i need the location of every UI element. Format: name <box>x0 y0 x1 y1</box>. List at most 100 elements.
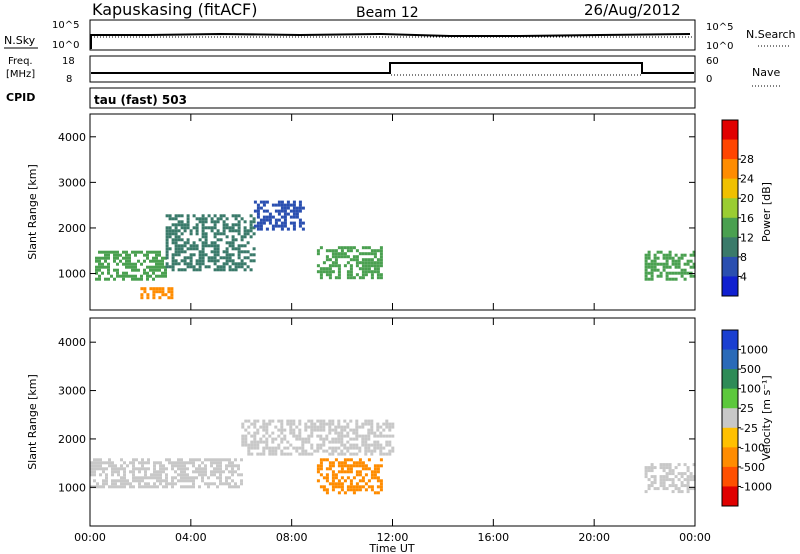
velocity-cell <box>367 443 371 447</box>
power-cell <box>183 226 187 230</box>
velocity-cell <box>262 452 266 456</box>
velocity-cell <box>183 464 186 468</box>
velocity-cell <box>219 473 222 477</box>
velocity-cell <box>346 458 350 462</box>
power-cell <box>177 220 181 224</box>
power-cell <box>259 221 263 225</box>
velocity-cell <box>683 484 687 488</box>
velocity-cell <box>367 431 371 435</box>
power-cell <box>316 264 320 268</box>
velocity-cell <box>120 476 123 480</box>
velocity-cell <box>280 437 284 441</box>
velocity-cell <box>244 437 248 441</box>
velocity-cell <box>186 467 189 471</box>
power-cell <box>249 253 253 257</box>
velocity-cell <box>331 419 335 423</box>
velocity-cell <box>262 422 266 426</box>
velocity-cell <box>325 479 329 483</box>
power-cell <box>195 226 199 230</box>
power-cell <box>192 244 196 248</box>
velocity-cell <box>234 485 237 489</box>
velocity-cell <box>286 452 290 456</box>
velocity-cell <box>234 482 237 486</box>
power-cell <box>280 200 284 204</box>
velocity-cell <box>132 485 135 489</box>
power-cell <box>662 262 666 266</box>
velocity-cell <box>301 452 305 456</box>
power-cell <box>361 261 365 265</box>
velocity-cell <box>662 475 666 479</box>
power-cell <box>158 268 161 272</box>
power-cell <box>662 268 666 272</box>
velocity-cell <box>219 476 222 480</box>
power-cell <box>207 256 211 260</box>
velocity-cell <box>379 425 383 429</box>
velocity-cell <box>328 422 332 426</box>
power-cell <box>680 274 684 278</box>
power-cell <box>292 200 296 204</box>
velocity-cell <box>259 440 263 444</box>
power-cell <box>222 262 226 266</box>
freq-tick-18: 18 <box>62 56 75 67</box>
power-cell <box>373 261 377 265</box>
velocity-cell <box>262 419 266 423</box>
velocity-cell <box>165 485 168 489</box>
velocity-colorbar-label: Velocity [m s⁻¹] <box>760 375 773 460</box>
velocity-cell <box>373 431 377 435</box>
power-cell <box>95 256 98 260</box>
velocity-cell <box>132 464 135 468</box>
power-cell <box>340 246 344 250</box>
velocity-cell <box>234 470 237 474</box>
velocity-colorbar-cell <box>722 486 738 507</box>
power-cell <box>301 227 305 231</box>
velocity-cell <box>322 422 326 426</box>
velocity-cell <box>253 419 257 423</box>
power-cell <box>231 253 235 257</box>
velocity-cell <box>102 467 105 471</box>
velocity-cell <box>355 425 359 429</box>
velocity-cell <box>250 452 254 456</box>
velocity-cell <box>376 467 380 471</box>
velocity-cell <box>322 485 326 489</box>
velocity-colorbar-tick-label: 1000 <box>740 344 768 357</box>
velocity-cell <box>286 422 290 426</box>
power-cell <box>165 265 169 269</box>
power-cell <box>225 256 229 260</box>
power-cell <box>174 226 178 230</box>
power-cell <box>228 256 232 260</box>
power-cell <box>204 220 208 224</box>
power-cell <box>373 252 377 256</box>
power-cell <box>292 209 296 213</box>
velocity-cell <box>93 464 96 468</box>
velocity-cell <box>102 461 105 465</box>
power-cell <box>665 265 669 269</box>
velocity-cell <box>256 440 260 444</box>
velocity-cell <box>343 452 347 456</box>
velocity-cell <box>153 467 156 471</box>
power-cell <box>265 209 269 213</box>
velocity-cell <box>132 476 135 480</box>
velocity-cell <box>328 425 332 429</box>
power-cell <box>104 250 107 254</box>
velocity-cell <box>322 419 326 423</box>
velocity-cell <box>192 482 195 486</box>
velocity-colorbar-frame <box>721 329 739 507</box>
power-cell <box>213 256 217 260</box>
power-cell <box>262 203 266 207</box>
velocity-cell <box>310 422 314 426</box>
power-cell <box>165 241 169 245</box>
power-cell <box>346 255 350 259</box>
power-cell <box>355 273 359 277</box>
power-cell <box>122 250 125 254</box>
velocity-cell <box>96 464 99 468</box>
power-cell <box>180 247 184 251</box>
power-cell <box>149 287 153 291</box>
velocity-cell <box>352 452 356 456</box>
velocity-cell <box>117 467 120 471</box>
velocity-cell <box>376 425 380 429</box>
power-cell <box>174 229 178 233</box>
velocity-cell <box>301 443 305 447</box>
velocity-cell <box>141 467 144 471</box>
velocity-cell <box>370 428 374 432</box>
power-cell <box>671 259 675 263</box>
